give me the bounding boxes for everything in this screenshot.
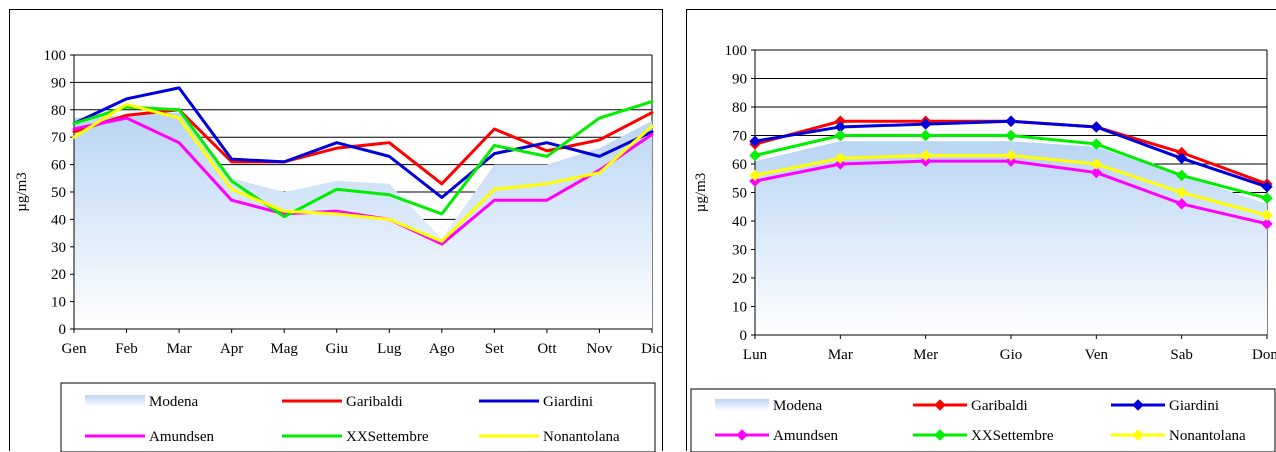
x-tick-label: Lun	[743, 347, 768, 363]
legend-label-nonantolana: Nonantolana	[1169, 428, 1246, 444]
point-nonantolana	[1261, 209, 1273, 222]
point-xxsettembre	[1261, 192, 1273, 204]
point-xxsettembre	[1175, 169, 1188, 182]
y-tick-label: 70	[51, 130, 66, 146]
legend-label-xxsettembre: XXSettembre	[971, 428, 1054, 444]
series-line-nonantolana	[72, 102, 654, 243]
y-tick-label: 0	[59, 322, 67, 338]
weekly-line-chart: 0 10 20 30 40 50 60 70 80 90 100 Lun Mar Mer Gio Ven Sab…	[690, 43, 1276, 452]
point-giardini	[1090, 121, 1103, 133]
y-axis-title: µg/m3	[14, 172, 30, 211]
x-tick-label: Dic	[641, 341, 663, 357]
point-xxsettembre	[749, 149, 761, 162]
point-nonantolana	[749, 169, 761, 182]
legend-label-garibaldi: Garibaldi	[971, 398, 1028, 414]
monthly-line-chart: 0 10 20 30 40 50 60 70 80 90 100 Gen Feb Mar Apr Mag Giu…	[14, 48, 663, 452]
y-tick-label: 20	[51, 267, 66, 283]
x-tick-label: Feb	[115, 341, 138, 357]
legend-marker-xxsettembre	[934, 429, 946, 441]
y-tick-label: 40	[732, 214, 747, 230]
y-tick-label: 30	[51, 240, 66, 256]
x-tick-label: Gio	[1000, 347, 1023, 363]
legend-label-modena: Modena	[149, 394, 198, 410]
point-xxsettembre	[1090, 138, 1103, 150]
point-nonantolana	[1005, 149, 1017, 162]
series-area-modena	[74, 112, 652, 329]
legend-marker-amundsen	[736, 429, 748, 441]
legend-label-giardini: Giardini	[1169, 398, 1219, 414]
y-tick-label: 10	[51, 295, 66, 311]
y-axis-title: µg/m3	[693, 173, 709, 212]
y-tick-label: 60	[732, 157, 747, 173]
legend-label-amundsen: Amundsen	[773, 428, 838, 444]
point-xxsettembre	[1005, 129, 1017, 142]
x-tick-label: Sab	[1170, 347, 1193, 363]
x-tick-label: Gen	[62, 341, 87, 357]
point-nonantolana	[1090, 158, 1103, 170]
x-tick-label: Giu	[325, 341, 348, 357]
legend-label-amundsen: Amundsen	[149, 429, 214, 445]
legend-label-nonantolana: Nonantolana	[543, 429, 620, 445]
x-tick-label: Set	[485, 341, 505, 357]
y-tick-label: 100	[44, 48, 67, 64]
point-nonantolana	[1175, 186, 1188, 199]
legend-box	[60, 382, 656, 452]
x-tick-label: Mar	[828, 347, 853, 363]
point-giardini	[1261, 181, 1273, 193]
y-tick-label: 20	[732, 271, 747, 287]
point-amundsen	[1175, 198, 1188, 210]
chart-panel-monthly: 0 10 20 30 40 50 60 70 80 90 100 Gen Feb Mar Apr Mag Giu…	[9, 9, 663, 452]
point-nonantolana	[919, 149, 932, 162]
legend-marker-garibaldi	[934, 399, 946, 411]
y-tick-label: 90	[732, 72, 747, 88]
legend-label-modena: Modena	[773, 398, 822, 414]
x-tick-label: Dom	[1252, 347, 1276, 363]
point-xxsettembre	[834, 129, 847, 142]
y-tick-label: 10	[732, 300, 747, 316]
legend-label-giardini: Giardini	[543, 394, 593, 410]
legend-box	[690, 388, 1276, 452]
x-tick-label: Ott	[537, 341, 557, 357]
legend-swatch-modena	[85, 395, 145, 407]
x-tick-label: Mer	[913, 347, 938, 363]
x-tick-label: Ven	[1085, 347, 1109, 363]
point-amundsen	[1261, 218, 1273, 230]
legend-marker-giardini	[1132, 399, 1144, 411]
y-tick-label: 90	[51, 75, 66, 91]
point-giardini	[749, 135, 761, 147]
y-tick-label: 70	[732, 129, 747, 145]
x-tick-label: Mag	[270, 341, 298, 357]
legend-marker-nonantolana	[1132, 429, 1144, 441]
point-amundsen	[1090, 166, 1103, 179]
x-tick-label: Apr	[220, 341, 243, 357]
y-tick-label: 50	[732, 186, 747, 202]
y-tick-label: 80	[51, 103, 66, 119]
y-tick-label: 30	[732, 243, 747, 259]
legend-label-xxsettembre: XXSettembre	[346, 429, 429, 445]
x-tick-label: Mar	[167, 341, 192, 357]
x-tick-label: Ago	[429, 341, 455, 357]
series-line-xxsettembre	[72, 100, 654, 219]
x-tick-label: Lug	[377, 341, 402, 357]
chart-panel-weekly: 0 10 20 30 40 50 60 70 80 90 100 Lun Mar Mer Gio Ven Sab…	[686, 9, 1276, 452]
y-tick-label: 50	[51, 185, 66, 201]
point-nonantolana	[834, 152, 847, 165]
series-line-giardini	[72, 86, 654, 199]
y-tick-label: 40	[51, 212, 66, 228]
point-xxsettembre	[919, 129, 932, 142]
point-giardini	[1005, 115, 1017, 127]
point-giardini	[1175, 152, 1188, 165]
y-tick-label: 0	[740, 328, 748, 344]
y-tick-label: 100	[725, 43, 748, 59]
y-tick-label: 60	[51, 158, 66, 174]
x-tick-label: Nov	[587, 341, 613, 357]
legend-label-garibaldi: Garibaldi	[346, 394, 403, 410]
y-tick-label: 80	[732, 100, 747, 116]
legend-swatch-modena	[715, 399, 769, 411]
point-giardini	[919, 118, 932, 130]
